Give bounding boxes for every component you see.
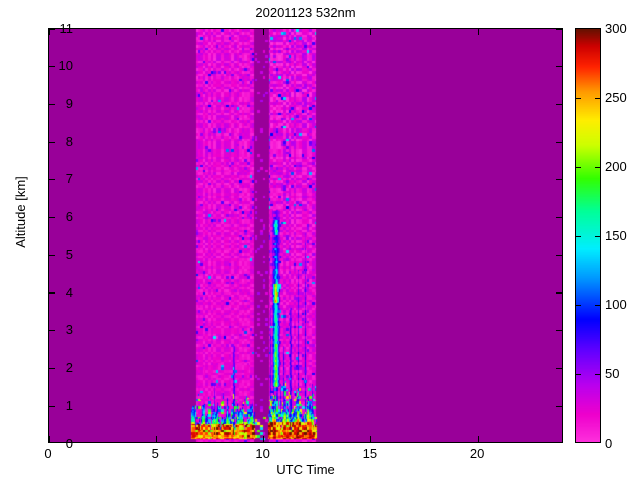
colorbar-tick-250 (576, 97, 581, 99)
y-tick-1 (49, 405, 55, 407)
colorbar-tick-200 (595, 166, 600, 168)
colorbar[interactable] (575, 28, 601, 443)
y-tick-label-5: 5 (65, 246, 73, 262)
colorbar-tick-100 (595, 305, 600, 307)
x-tick-0 (49, 436, 50, 442)
x-tick-20 (477, 436, 479, 442)
colorbar-tick-200 (576, 166, 581, 168)
y-tick-label-0: 0 (65, 435, 73, 451)
y-tick-4 (556, 292, 562, 294)
x-tick-15 (370, 29, 372, 35)
y-axis-title: Altitude [km] (13, 176, 28, 248)
y-tick-label-2: 2 (65, 360, 73, 376)
y-tick-label-4: 4 (65, 284, 73, 300)
y-tick-8 (556, 141, 562, 143)
y-tick-3 (556, 330, 562, 332)
y-tick-label-8: 8 (65, 133, 73, 149)
colorbar-label-250: 250 (605, 89, 627, 105)
colorbar-tick-100 (576, 305, 581, 307)
y-tick-2 (556, 367, 562, 370)
y-tick-7 (49, 179, 55, 181)
colorbar-tick-50 (595, 374, 600, 376)
x-tick-15 (370, 436, 372, 442)
x-tick-5 (155, 29, 157, 35)
x-tick-10 (262, 436, 265, 442)
y-tick-3 (49, 330, 55, 332)
y-tick-1 (556, 405, 562, 407)
colorbar-label-300: 300 (605, 20, 627, 36)
y-tick-label-3: 3 (65, 322, 73, 338)
x-tick-label-10: 10 (255, 446, 270, 461)
y-tick-label-1: 1 (65, 397, 73, 413)
y-tick-5 (556, 254, 562, 256)
y-tick-7 (556, 179, 562, 181)
x-axis-title: UTC Time (276, 462, 335, 477)
heatmap-canvas (49, 29, 562, 442)
y-tick-9 (556, 103, 562, 106)
x-tick-label-0: 0 (44, 446, 52, 461)
x-tick-label-20: 20 (469, 446, 485, 461)
y-tick-4 (49, 292, 55, 294)
colorbar-tick-250 (595, 97, 600, 99)
y-tick-6 (556, 217, 562, 219)
x-tick-label-5: 5 (151, 446, 159, 461)
y-tick-label-10: 10 (58, 58, 73, 74)
y-tick-10 (49, 66, 55, 68)
y-tick-label-11: 11 (59, 20, 74, 36)
y-tick-6 (49, 217, 55, 219)
plot-axes[interactable] (48, 28, 563, 443)
y-tick-label-6: 6 (65, 209, 73, 225)
colorbar-label-0: 0 (605, 435, 613, 451)
colorbar-tick-150 (576, 235, 581, 238)
colorbar-label-50: 50 (605, 366, 620, 382)
colorbar-label-100: 100 (605, 297, 627, 313)
x-tick-5 (155, 436, 157, 442)
x-tick-0 (49, 29, 50, 35)
colorbar-tick-150 (595, 235, 600, 238)
y-tick-label-7: 7 (65, 171, 73, 187)
y-tick-5 (49, 254, 55, 256)
figure-title: 20201123 532nm (255, 5, 356, 20)
y-tick-9 (49, 103, 55, 106)
colorbar-tick-50 (576, 374, 581, 376)
y-tick-11 (556, 29, 562, 30)
y-tick-10 (556, 66, 562, 68)
colorbar-label-200: 200 (605, 158, 627, 174)
colorbar-label-150: 150 (605, 228, 627, 243)
y-tick-8 (49, 141, 55, 143)
x-tick-20 (477, 29, 479, 35)
x-tick-10 (262, 29, 265, 35)
y-tick-11 (49, 29, 55, 30)
y-tick-2 (49, 367, 55, 370)
x-tick-label-15: 15 (362, 446, 378, 461)
y-tick-label-9: 9 (65, 95, 73, 111)
